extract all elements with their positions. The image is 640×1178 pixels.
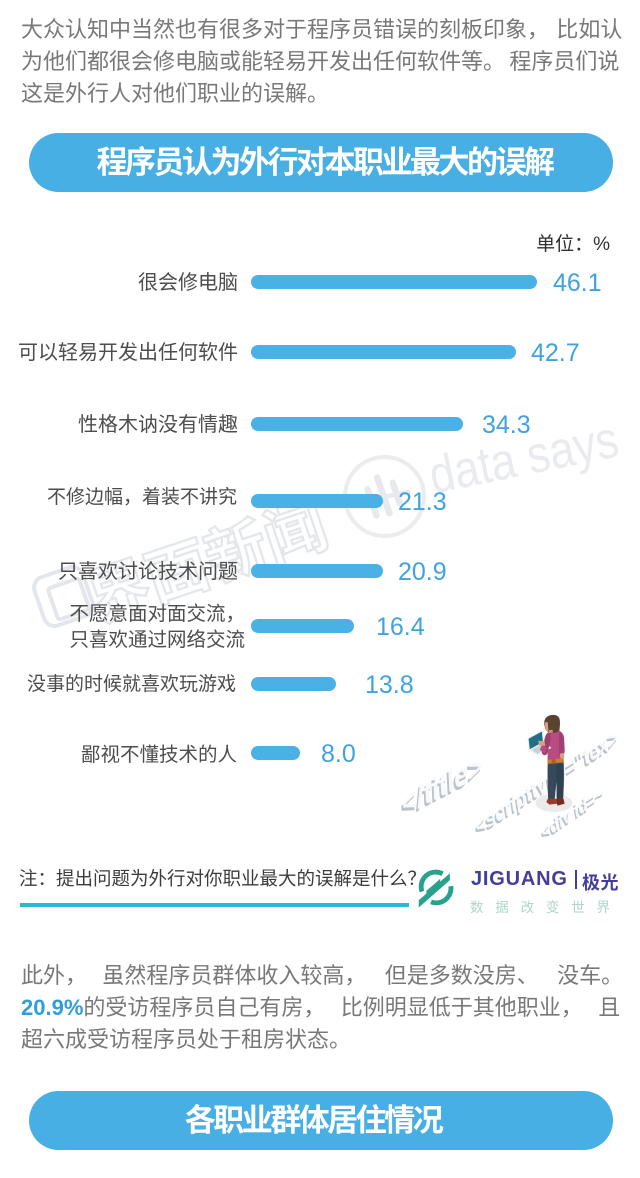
svg-text:</title>: </title> (401, 748, 483, 823)
